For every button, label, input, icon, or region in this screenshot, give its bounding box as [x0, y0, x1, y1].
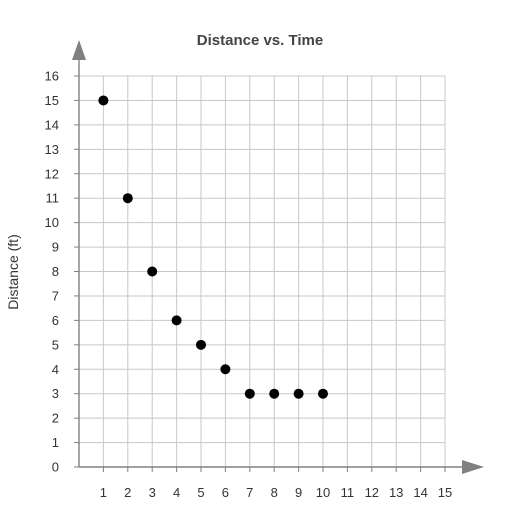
y-tick-label: 7	[52, 288, 59, 303]
x-tick-label: 3	[149, 485, 156, 500]
x-tick-label: 9	[295, 485, 302, 500]
x-tick-label: 15	[438, 485, 452, 500]
data-point	[293, 388, 304, 399]
y-tick-label: 14	[45, 117, 59, 132]
y-tick-label: 8	[52, 264, 59, 279]
x-axis-arrow-icon	[462, 460, 484, 474]
y-tick-label: 6	[52, 313, 59, 328]
data-point	[98, 95, 109, 106]
y-tick-label: 2	[52, 411, 59, 426]
y-tick-label: 3	[52, 386, 59, 401]
x-tick-label: 6	[222, 485, 229, 500]
chart-title: Distance vs. Time	[197, 32, 323, 49]
x-tick-label: 11	[341, 485, 355, 500]
x-tick-label: 2	[124, 485, 131, 500]
x-tick-label: 7	[246, 485, 253, 500]
data-point	[122, 193, 133, 204]
x-tick-label: 1	[100, 485, 107, 500]
x-tick-label: 12	[365, 485, 379, 500]
y-tick-label: 1	[52, 435, 59, 450]
x-tick-label: 13	[389, 485, 403, 500]
x-tick-label: 14	[413, 485, 427, 500]
y-tick-label: 5	[52, 337, 59, 352]
x-tick-label: 8	[271, 485, 278, 500]
x-tick-label: 5	[197, 485, 204, 500]
data-point	[220, 364, 231, 375]
y-tick-label: 11	[46, 191, 60, 206]
data-point	[318, 388, 328, 399]
y-tick-label: 12	[45, 166, 59, 181]
y-axis-arrow-icon	[72, 40, 86, 60]
y-tick-label: 0	[52, 460, 59, 475]
y-tick-label: 16	[45, 69, 59, 84]
x-tick-label: 4	[173, 485, 180, 500]
data-point	[147, 266, 158, 277]
data-point	[269, 388, 280, 399]
y-tick-label: 10	[45, 215, 59, 230]
y-tick-label: 13	[45, 142, 59, 157]
tick-labels: 1 2 3 4 5 6 7 8 9 10 11 12 13 14 150123456789101112131…	[45, 69, 453, 501]
y-tick-label: 4	[52, 362, 59, 377]
data-points	[98, 95, 328, 399]
grid	[79, 75, 446, 467]
data-point	[196, 339, 206, 350]
axes	[72, 40, 484, 474]
y-tick-label: 9	[52, 240, 59, 255]
data-point	[244, 388, 255, 399]
x-tick-label: 10	[316, 485, 330, 500]
y-axis-label: Distance (ft)	[5, 234, 21, 309]
data-point	[171, 315, 182, 326]
y-tick-label: 15	[45, 93, 59, 108]
